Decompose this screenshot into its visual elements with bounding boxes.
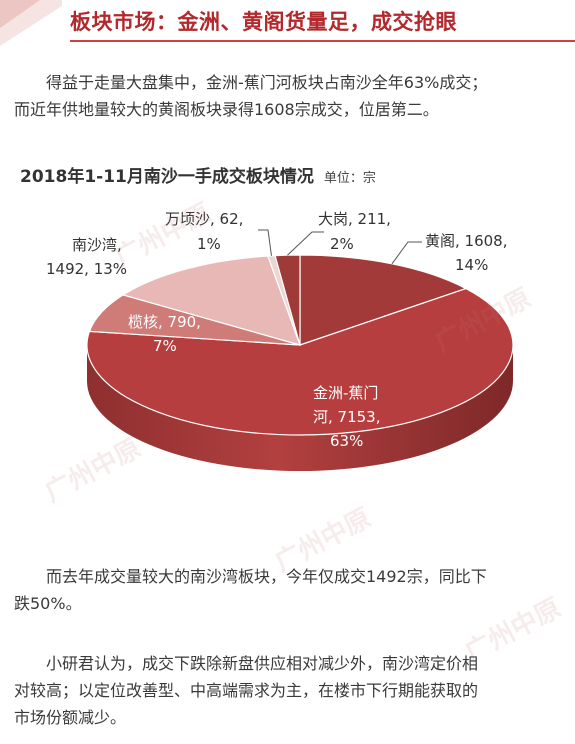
label-jinzhou-line2: 河, 7153, xyxy=(313,408,380,426)
label-nanshawan-line1: 南沙湾, xyxy=(72,236,122,254)
label-huangge-line2: 14% xyxy=(455,256,488,274)
paragraph-2: 而去年成交量较大的南沙湾板块，今年仅成交1492宗，同比下 跌50%。 xyxy=(14,563,562,617)
pie-slice-1 xyxy=(86,287,514,436)
para3-line-2: 对较高；以定位改善型、中高端需求为主，在楼市下行期能获取的 xyxy=(14,681,479,700)
label-dagang: 大岗, 211, 2% xyxy=(318,210,396,253)
paragraph-3: 小研君认为，成交下跌除新盘供应相对减少外，南沙湾定价相 对较高；以定位改善型、中… xyxy=(14,650,562,731)
label-wanqingsha: 万顷沙, 62, 1% xyxy=(165,210,248,253)
label-lanhe-line1: 榄核, 790, xyxy=(128,313,201,331)
pie-chart: 黄阁, 1608, 14% 金洲-蕉门 河, 7153, 63% 榄核, 790… xyxy=(46,210,514,471)
pie-depth xyxy=(87,345,513,471)
pie-leader-lines xyxy=(258,229,422,265)
para2-line-1: 而去年成交量较大的南沙湾板块，今年仅成交1492宗，同比下 xyxy=(46,567,487,586)
article-header: 板块市场：金洲、黄阁货量足，成交抢眼 xyxy=(0,0,575,46)
intro-line-1: 得益于走量大盘集中，金洲-蕉门河板块占南沙全年63%成交； xyxy=(46,73,488,92)
section-title: 板块市场：金洲、黄阁货量足，成交抢眼 xyxy=(70,10,457,34)
chart-unit: 单位：宗 xyxy=(323,171,376,186)
pie-slice-0 xyxy=(299,254,468,346)
label-wanqingsha-line1: 万顷沙, 62, xyxy=(165,210,243,228)
label-nanshawan: 南沙湾, 1492, 13% xyxy=(46,236,127,278)
intro-line-2: 而近年供地量较大的黄阁板块录得1608宗成交，位居第二。 xyxy=(14,100,439,119)
pie-slices xyxy=(86,254,514,436)
chart-title-text: 2018年1-11月南沙一手成交板块情况 xyxy=(20,167,314,187)
chart-title: 2018年1-11月南沙一手成交板块情况 单位：宗 xyxy=(20,162,376,187)
label-jinzhou-line1: 金洲-蕉门 xyxy=(313,384,378,402)
intro-paragraph: 得益于走量大盘集中，金洲-蕉门河板块占南沙全年63%成交； 而近年供地量较大的黄… xyxy=(14,69,562,123)
para3-line-3: 市场份额减少。 xyxy=(14,708,127,727)
label-jinzhou: 金洲-蕉门 河, 7153, 63% xyxy=(313,384,385,450)
leader-line-4 xyxy=(258,229,272,256)
label-jinzhou-line3: 63% xyxy=(330,432,363,450)
label-huangge-line1: 黄阁, 1608, xyxy=(425,232,507,250)
label-dagang-line2: 2% xyxy=(330,235,354,253)
pie-slice-3 xyxy=(121,255,301,346)
label-lanhe-line2: 7% xyxy=(153,337,177,355)
para2-line-2: 跌50%。 xyxy=(14,594,82,613)
label-dagang-line1: 大岗, 211, xyxy=(318,210,391,228)
label-wanqingsha-line2: 1% xyxy=(197,235,221,253)
leader-line-0 xyxy=(391,241,422,265)
para3-line-1: 小研君认为，成交下跌除新盘供应相对减少外，南沙湾定价相 xyxy=(46,654,479,673)
brand-mark-icon xyxy=(0,0,62,46)
pie-side-wall xyxy=(87,345,513,471)
label-lanhe: 榄核, 790, 7% xyxy=(128,313,206,355)
title-divider xyxy=(70,40,575,42)
label-nanshawan-line2: 1492, 13% xyxy=(46,260,127,278)
label-huangge: 黄阁, 1608, 14% xyxy=(425,232,512,274)
leader-line-5 xyxy=(287,231,324,256)
